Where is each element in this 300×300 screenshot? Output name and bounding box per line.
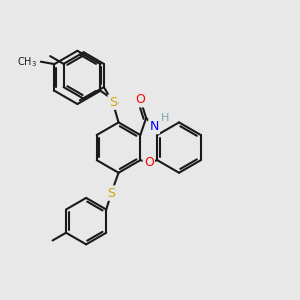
- Text: S: S: [107, 187, 115, 200]
- Text: O: O: [135, 93, 145, 106]
- Text: N: N: [149, 120, 159, 133]
- Text: O: O: [144, 156, 154, 169]
- Text: S: S: [109, 96, 117, 109]
- Text: H: H: [160, 113, 169, 123]
- Text: CH$_3$: CH$_3$: [17, 55, 37, 69]
